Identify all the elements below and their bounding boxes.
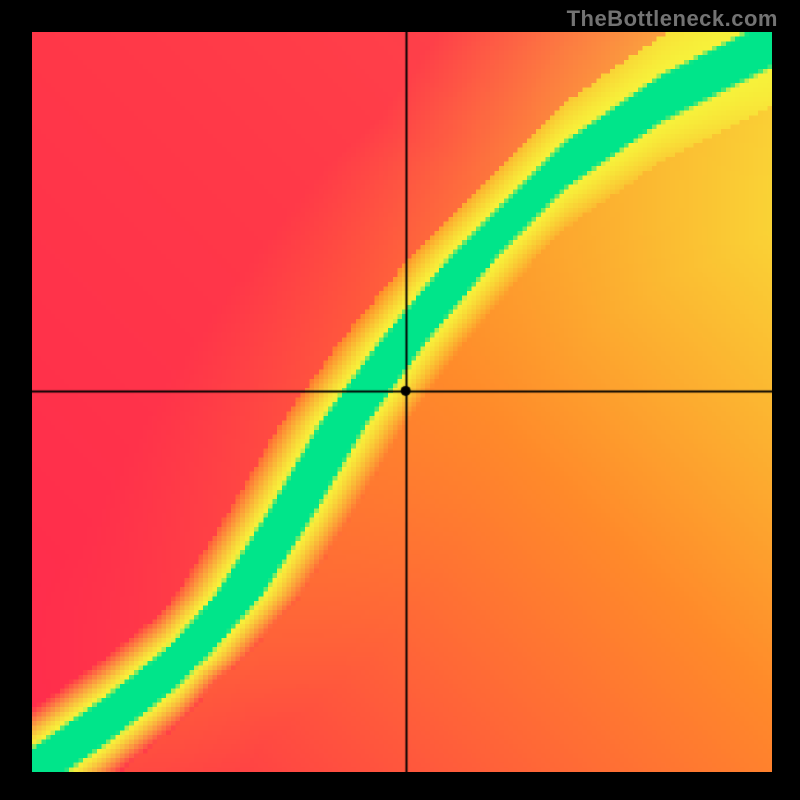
- bottleneck-heatmap: [32, 32, 772, 772]
- chart-container: TheBottleneck.com: [0, 0, 800, 800]
- attribution-label: TheBottleneck.com: [567, 6, 778, 32]
